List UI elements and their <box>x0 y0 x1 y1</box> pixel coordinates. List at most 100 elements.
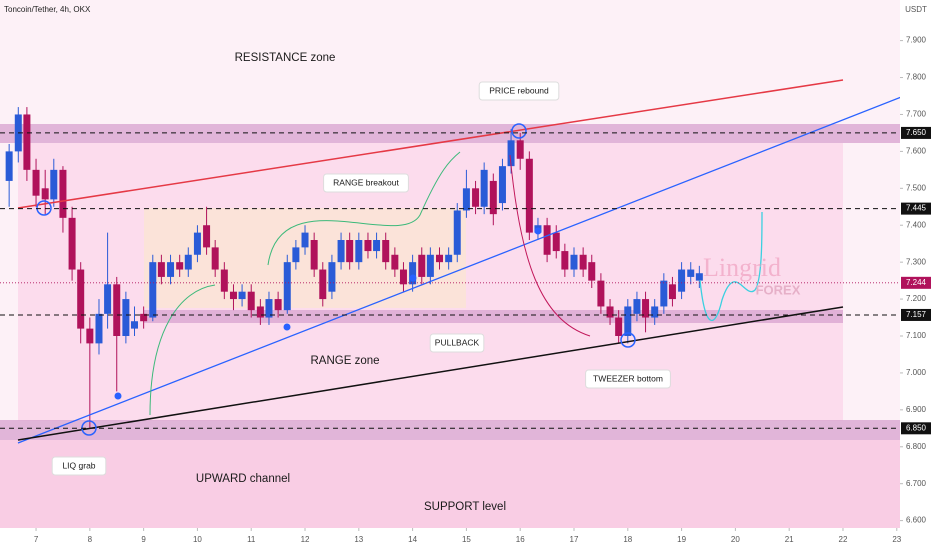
arrow <box>149 284 216 416</box>
point <box>114 392 122 400</box>
annotation: RANGE zone <box>310 355 379 367</box>
level-label: 7.445 <box>906 204 927 213</box>
candle-body <box>157 262 165 277</box>
candle-body <box>426 254 434 277</box>
candle-body <box>211 247 219 270</box>
annotation: RANGE breakout <box>333 177 399 187</box>
candle-body <box>193 232 201 255</box>
x-tick-label: 20 <box>731 535 740 544</box>
candle-body <box>678 269 686 292</box>
candle-body <box>498 166 506 204</box>
x-tick-label: 23 <box>892 535 901 544</box>
y-tick-label: 7.000 <box>906 368 927 377</box>
x-tick-label: 11 <box>247 535 256 544</box>
annotation-box <box>478 81 560 101</box>
candle-body <box>516 140 524 159</box>
last-price-tag <box>901 276 931 289</box>
annotation: LIQ grab <box>62 460 95 470</box>
candle-body <box>86 328 94 344</box>
candle-body <box>167 262 175 277</box>
candle-body <box>507 140 515 167</box>
candle-body <box>41 188 49 200</box>
candle-body <box>5 151 13 181</box>
x-tick-label: 19 <box>677 535 686 544</box>
resistance-line <box>17 79 844 209</box>
candle-body <box>472 188 480 207</box>
level-label: 7.157 <box>906 310 927 319</box>
candle-body <box>624 306 632 336</box>
candle-body <box>337 240 345 263</box>
resistance-band <box>0 124 900 143</box>
marker <box>620 332 636 348</box>
y-tick-label: 7.600 <box>906 146 927 155</box>
symbol-title: Toncoin/Tether, 4h, OKX <box>4 5 91 14</box>
point <box>283 323 291 331</box>
candle-body <box>238 291 246 300</box>
candle-body <box>265 299 273 318</box>
candle-body <box>399 269 407 285</box>
candle-body <box>77 269 85 329</box>
candle-body <box>445 254 453 263</box>
y-tick-label: 7.800 <box>906 73 927 82</box>
candle-body <box>391 254 399 270</box>
candle-body <box>220 269 228 292</box>
watermark-sub: FOREX <box>756 282 801 297</box>
currency: USDT <box>905 5 927 14</box>
annotation: RESISTANCE zone <box>235 52 336 64</box>
support-band <box>0 420 900 440</box>
level-tag <box>901 308 931 321</box>
point <box>534 227 542 235</box>
candle-body <box>462 188 470 211</box>
candle-body <box>633 299 641 314</box>
marker <box>36 200 52 216</box>
x-tick-label: 10 <box>193 535 202 544</box>
level-tag <box>901 202 931 215</box>
x-tick-label: 8 <box>88 535 93 544</box>
price-axis <box>900 0 932 550</box>
candle-body <box>588 262 596 281</box>
y-tick-label: 7.100 <box>906 331 927 340</box>
x-tick-label: 14 <box>408 535 417 544</box>
candle-body <box>346 240 354 263</box>
x-tick-label: 22 <box>839 535 848 544</box>
candle-body <box>149 262 157 318</box>
candle-body <box>695 273 703 281</box>
x-tick-label: 12 <box>301 535 310 544</box>
last-price-label: 7.244 <box>906 278 927 287</box>
candle-body <box>130 321 138 329</box>
annotation: TWEEZER bottom <box>593 373 663 383</box>
candle-body <box>68 217 76 270</box>
time-axis <box>0 528 900 550</box>
annotation: SUPPORT level <box>424 501 506 513</box>
candle-body <box>668 284 676 300</box>
candle-body <box>409 262 417 285</box>
candle-body <box>597 280 605 307</box>
candle-body <box>59 169 67 218</box>
annotation-box <box>51 456 107 476</box>
annotation-box <box>585 369 671 389</box>
support-line <box>17 306 844 441</box>
candle-body <box>570 254 578 270</box>
candle-body <box>489 180 497 215</box>
range-band <box>144 310 843 323</box>
candle-body <box>543 225 551 255</box>
candle-body <box>651 306 659 318</box>
point <box>409 274 417 282</box>
candle-body <box>382 240 390 263</box>
annotation: PULLBACK <box>435 337 480 347</box>
y-tick-label: 7.200 <box>906 294 927 303</box>
x-tick-label: 9 <box>141 535 146 544</box>
candle-body <box>660 280 668 307</box>
candle-body <box>525 158 533 233</box>
candle-body <box>176 262 184 270</box>
x-tick-label: 17 <box>570 535 579 544</box>
y-tick-label: 7.700 <box>906 110 927 119</box>
candle-body <box>203 225 211 248</box>
candle-body <box>480 169 488 207</box>
candle-body <box>50 169 58 200</box>
annotation: UPWARD channel <box>196 473 290 485</box>
y-tick-label: 6.700 <box>906 479 927 488</box>
candle-body <box>104 284 112 314</box>
candle-body <box>247 291 255 311</box>
arrow <box>509 154 591 337</box>
